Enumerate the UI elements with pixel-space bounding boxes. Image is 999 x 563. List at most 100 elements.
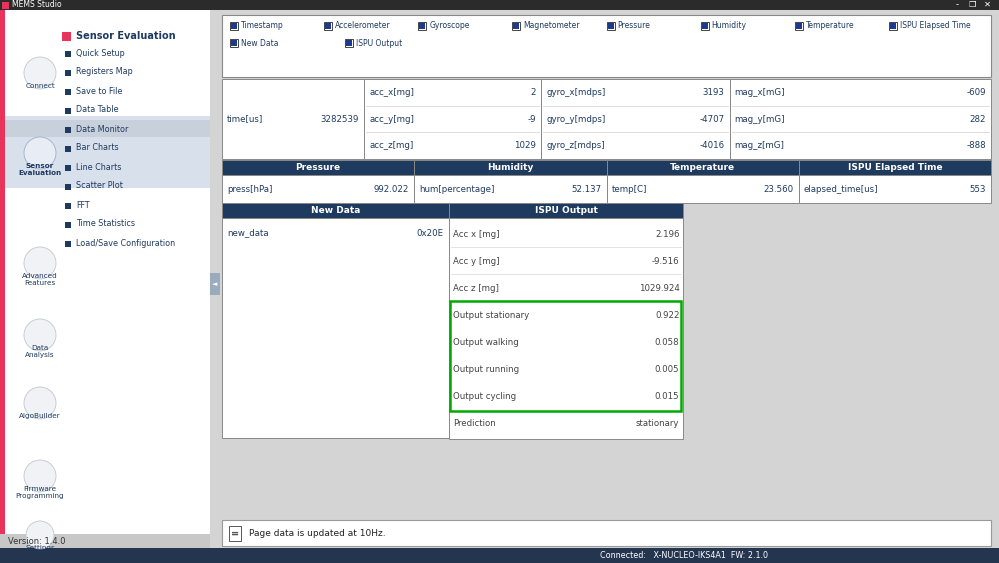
Text: mag_x[mG]: mag_x[mG] (734, 88, 785, 97)
Bar (701, 23, 707, 29)
Text: Accelerometer: Accelerometer (335, 21, 391, 30)
Bar (65, 51, 71, 56)
Bar (231, 40, 237, 46)
Text: hum[percentage]: hum[percentage] (420, 185, 495, 194)
Bar (513, 23, 519, 29)
Text: 282: 282 (969, 114, 986, 123)
Text: 0.058: 0.058 (654, 338, 679, 347)
Bar (325, 23, 331, 29)
Circle shape (24, 247, 56, 279)
Text: Output cycling: Output cycling (453, 392, 515, 401)
Text: AlgoBuilder: AlgoBuilder (19, 413, 61, 419)
Text: Bar Charts: Bar Charts (76, 144, 119, 153)
Text: Scatter Plot: Scatter Plot (76, 181, 123, 190)
Bar (700, 22, 708, 30)
Bar (365, 79, 541, 159)
Text: Output stationary: Output stationary (453, 311, 529, 320)
Bar (65, 184, 71, 190)
Bar (729, 79, 991, 159)
Text: Data Table: Data Table (76, 105, 119, 114)
Text: =: = (231, 529, 239, 539)
Bar (65, 203, 71, 208)
Text: -4016: -4016 (699, 141, 724, 150)
Text: gyro_z[mdps]: gyro_z[mdps] (546, 141, 604, 150)
Circle shape (24, 387, 56, 419)
Text: 3193: 3193 (702, 88, 724, 97)
Bar (449, 218, 683, 439)
Text: Settings: Settings (25, 545, 55, 551)
Text: Sensor Evaluation: Sensor Evaluation (76, 31, 176, 41)
Text: Acc z [mg]: Acc z [mg] (453, 284, 499, 293)
Bar (222, 160, 415, 175)
Bar (606, 160, 799, 175)
Text: 1029.924: 1029.924 (638, 284, 679, 293)
Bar (606, 22, 614, 30)
Text: New Data: New Data (311, 206, 360, 215)
Text: Data Monitor: Data Monitor (76, 124, 129, 133)
Text: ISPU Output: ISPU Output (534, 206, 597, 215)
Text: 0.005: 0.005 (654, 365, 679, 374)
Bar (65, 69, 71, 75)
Text: acc_z[mg]: acc_z[mg] (370, 141, 414, 150)
Text: -609: -609 (966, 88, 986, 97)
Text: 1029: 1029 (514, 141, 536, 150)
Text: Humidity: Humidity (711, 21, 746, 30)
Text: 0.015: 0.015 (654, 392, 679, 401)
Text: Temperature: Temperature (806, 21, 854, 30)
Bar (419, 22, 427, 30)
Text: ❒: ❒ (968, 0, 976, 9)
Bar (222, 15, 991, 77)
Bar (65, 108, 71, 114)
Bar (606, 175, 799, 203)
Text: Connect: Connect (25, 83, 55, 89)
Bar (230, 39, 238, 47)
Bar (2, 2, 9, 8)
Text: Firmware
Programming: Firmware Programming (16, 486, 64, 499)
Bar (889, 22, 897, 30)
Text: new_data: new_data (227, 229, 269, 238)
Text: Load/Save Configuration: Load/Save Configuration (76, 239, 175, 248)
Bar (231, 23, 237, 29)
Text: acc_y[mg]: acc_y[mg] (370, 114, 415, 123)
Bar (450, 301, 681, 411)
Text: 2.196: 2.196 (655, 230, 679, 239)
Text: 0.922: 0.922 (655, 311, 679, 320)
Text: Temperature: Temperature (670, 163, 735, 172)
Bar (230, 22, 238, 30)
Bar (449, 203, 683, 218)
Text: New Data: New Data (241, 38, 279, 47)
Bar (65, 88, 71, 95)
Text: Connected:   X-NUCLEO-IKS4A1  FW: 2.1.0: Connected: X-NUCLEO-IKS4A1 FW: 2.1.0 (600, 551, 768, 560)
Bar (890, 23, 896, 29)
Bar (65, 240, 71, 247)
Bar (65, 127, 71, 132)
Text: -9.516: -9.516 (651, 257, 679, 266)
Text: Output walking: Output walking (453, 338, 518, 347)
Text: elapsed_time[us]: elapsed_time[us] (804, 185, 878, 194)
Bar (541, 79, 729, 159)
Bar (0, 10, 5, 549)
Bar (5, 120, 210, 137)
Text: Acc y [mg]: Acc y [mg] (453, 257, 500, 266)
Circle shape (24, 57, 56, 89)
Text: Data
Analysis: Data Analysis (25, 345, 55, 358)
Bar (795, 22, 803, 30)
Text: Page data is updated at 10Hz.: Page data is updated at 10Hz. (249, 529, 386, 538)
Bar (0, 534, 210, 549)
Text: Pressure: Pressure (296, 163, 341, 172)
Text: Version: 1.4.0: Version: 1.4.0 (8, 537, 66, 546)
Bar (324, 22, 332, 30)
Text: MEMS Studio: MEMS Studio (12, 0, 62, 9)
Text: -: - (955, 0, 958, 9)
Bar (5, 24, 210, 44)
Bar (796, 23, 802, 29)
Text: 3282539: 3282539 (321, 114, 360, 123)
Text: FFT: FFT (76, 200, 90, 209)
Text: Registers Map: Registers Map (76, 68, 133, 77)
Bar (222, 175, 415, 203)
Text: -4707: -4707 (699, 114, 724, 123)
Bar (65, 221, 71, 227)
Text: mag_y[mG]: mag_y[mG] (734, 114, 785, 123)
Text: gyro_y[mdps]: gyro_y[mdps] (546, 114, 605, 123)
Bar (5, 116, 210, 188)
